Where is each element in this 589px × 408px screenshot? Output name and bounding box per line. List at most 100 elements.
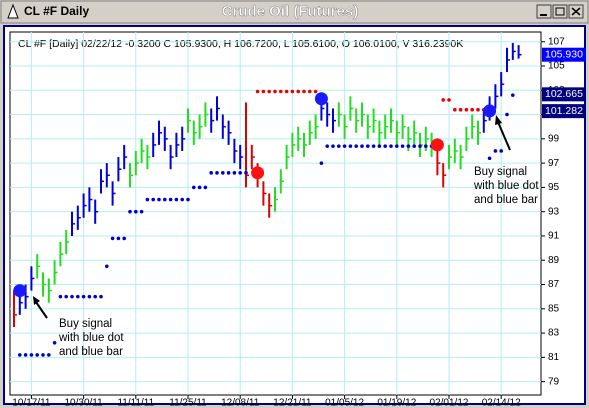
stop-dot (371, 144, 376, 148)
stop-dot (302, 89, 306, 94)
x-tick-label: 12/08/11 (221, 398, 260, 408)
stop-dot (290, 89, 295, 94)
arrowhead (33, 296, 40, 305)
chart-title: Crude Oil (Futures) (222, 3, 359, 20)
stop-dot (238, 171, 242, 175)
annotation: with blue dot (473, 180, 539, 192)
x-tick-label: 02/01/12 (430, 398, 469, 408)
y-tick-label: 97 (548, 158, 560, 169)
arrow (497, 121, 511, 151)
stop-dot (232, 171, 237, 175)
minimize-button[interactable] (536, 4, 552, 19)
price-label: 102.665 (545, 88, 583, 100)
x-tick-label: 10/30/11 (65, 398, 104, 408)
stop-dot (23, 353, 28, 357)
stop-dot (99, 294, 103, 299)
annotation: Buy signal (59, 318, 112, 330)
stop-dot (180, 197, 184, 202)
price-label-box (542, 87, 586, 102)
stop-dot (87, 294, 92, 299)
stop-dot (389, 144, 393, 148)
y-tick-label: 85 (548, 303, 560, 314)
stop-dot (35, 353, 39, 357)
stop-dot (331, 144, 335, 148)
stop-dot (64, 294, 68, 299)
y-tick-label: 99 (548, 133, 560, 144)
stop-dot (145, 197, 150, 202)
annotation: Buy signal (474, 166, 527, 178)
maximize-button[interactable] (552, 4, 568, 19)
stop-dot (192, 185, 196, 190)
stop-dot (284, 89, 289, 94)
signal-dot (13, 284, 27, 298)
stop-dot (186, 197, 190, 202)
stop-dot (81, 294, 86, 299)
stop-dot (308, 89, 312, 94)
stop-dot (296, 89, 301, 94)
window-buttons[interactable] (536, 4, 584, 19)
stop-dot (244, 171, 248, 175)
app-icon (7, 3, 19, 19)
price-label-box (542, 104, 586, 119)
x-tick-label: 11/11/11 (117, 398, 154, 408)
stop-dot (174, 197, 179, 202)
stop-dot (18, 353, 22, 357)
signal-dot (430, 138, 444, 152)
y-tick-label: 95 (548, 182, 560, 193)
stop-dot (157, 197, 161, 202)
price-label: 105.930 (545, 48, 583, 60)
stop-dot (70, 294, 74, 299)
annotation: and blue bar (59, 346, 123, 358)
y-tick-label: 107 (548, 36, 565, 47)
stop-dot (47, 353, 51, 357)
title-bar (0, 0, 589, 24)
stop-dot (163, 197, 167, 202)
stop-dot (267, 89, 272, 94)
stop-dot (424, 144, 428, 148)
stop-dot (273, 89, 277, 94)
y-tick-label: 87 (548, 279, 560, 290)
y-tick-label: 83 (548, 328, 560, 339)
stop-dot (470, 107, 475, 112)
stop-dot (221, 171, 225, 175)
signal-dot (251, 166, 265, 180)
stop-dot (151, 197, 155, 202)
stop-dot (348, 144, 353, 148)
stop-dot (360, 144, 364, 148)
stop-dot (29, 353, 34, 357)
stop-dot (412, 144, 417, 148)
stop-dot (441, 98, 446, 102)
x-tick-label: 02/14/12 (482, 398, 521, 408)
stop-dot (505, 112, 509, 117)
stop-dot (41, 353, 45, 357)
stop-dot (279, 89, 283, 94)
stop-dot (511, 93, 515, 97)
stop-dot (464, 107, 469, 112)
stop-dot (110, 236, 115, 241)
stop-dot (406, 144, 411, 148)
window-title: CL #F Daily (24, 4, 89, 18)
signal-dot (314, 92, 328, 106)
stop-dot (354, 144, 359, 148)
y-tick-label: 93 (548, 206, 560, 217)
stop-dot (105, 264, 109, 269)
y-tick-label: 79 (548, 376, 560, 387)
stop-dot (395, 144, 399, 148)
price-label-box (542, 47, 586, 62)
stop-dot (215, 171, 219, 175)
stop-dot (487, 156, 492, 161)
stop-dot (325, 144, 330, 148)
stop-dot (139, 209, 144, 214)
stop-dot (122, 236, 126, 241)
stop-dot (226, 171, 231, 175)
price-label: 101.282 (545, 105, 583, 117)
stop-dot (476, 107, 480, 112)
stop-dot (58, 294, 63, 299)
x-tick-label: 01/05/12 (325, 398, 364, 408)
y-tick-label: 81 (548, 352, 560, 363)
stop-dot (313, 89, 318, 94)
x-tick-label: 10/17/11 (12, 398, 51, 408)
stop-dot (261, 89, 266, 94)
stop-dot (499, 149, 504, 153)
x-tick-label: 12/21/11 (273, 398, 312, 408)
